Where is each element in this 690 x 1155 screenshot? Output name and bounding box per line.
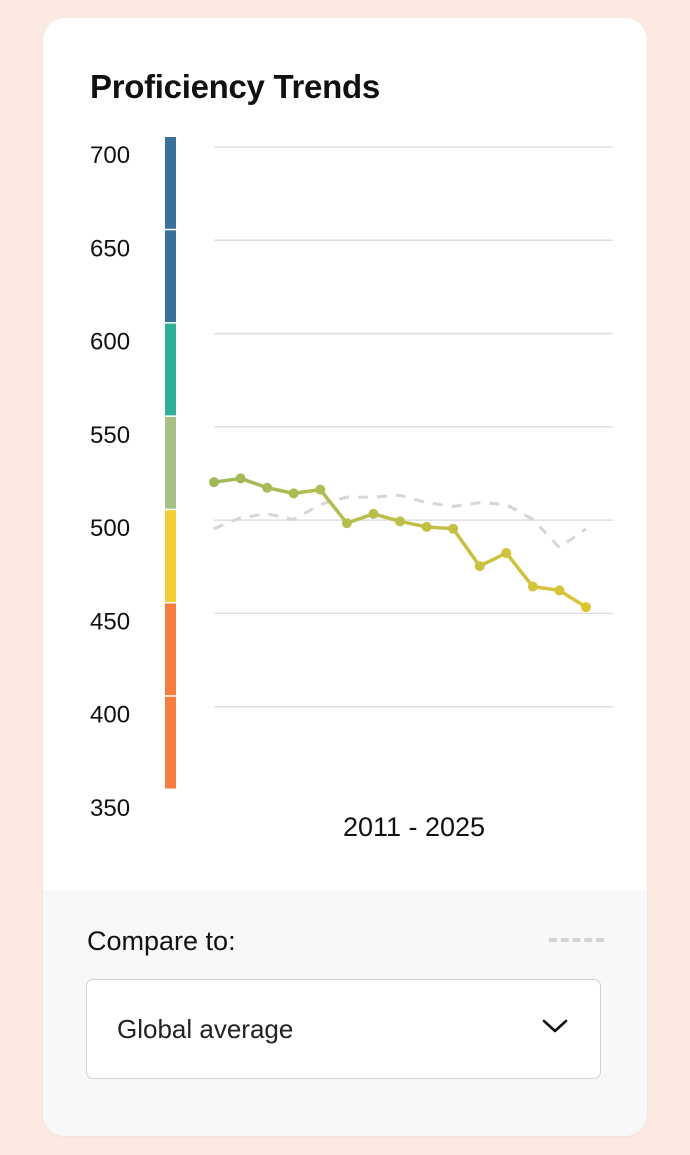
proficiency-card: Proficiency Trends 700 650 600 550 500 450 400… xyxy=(43,18,647,1136)
proficiency-band xyxy=(165,323,176,416)
score-data-point[interactable] xyxy=(341,518,352,529)
y-tick-label: 600 xyxy=(90,329,130,356)
proficiency-band xyxy=(165,416,176,509)
score-data-point[interactable] xyxy=(368,508,379,519)
score-data-point[interactable] xyxy=(209,477,219,488)
y-tick-label: 550 xyxy=(90,422,130,449)
y-tick-label: 350 xyxy=(90,795,130,822)
y-tick-label: 400 xyxy=(90,702,130,729)
x-axis-label: 2011 - 2025 xyxy=(343,812,485,842)
score-data-point[interactable] xyxy=(395,516,405,527)
trend-chart: 700 650 600 550 500 450 400 350 2011 - 2025 xyxy=(90,137,613,842)
proficiency-band xyxy=(165,696,176,789)
compare-dropdown-value: Global average xyxy=(117,1014,294,1044)
score-data-point[interactable] xyxy=(288,488,299,499)
compare-dropdown[interactable]: Global average xyxy=(86,979,601,1079)
score-data-point[interactable] xyxy=(501,548,512,559)
compare-panel: Compare to: Global average xyxy=(43,890,647,1136)
score-data-point[interactable] xyxy=(315,484,326,495)
y-tick-label: 500 xyxy=(90,515,130,542)
y-tick-label: 450 xyxy=(90,608,130,635)
score-data-point[interactable] xyxy=(421,521,432,532)
score-data-point[interactable] xyxy=(235,473,246,484)
proficiency-band xyxy=(165,510,176,602)
score-data-point[interactable] xyxy=(448,523,459,534)
comparison-legend-dash xyxy=(549,938,604,942)
score-data-point[interactable] xyxy=(262,482,273,493)
compare-label: Compare to: xyxy=(87,926,236,956)
chart-title: Proficiency Trends xyxy=(90,68,380,105)
proficiency-band xyxy=(165,230,176,323)
proficiency-band xyxy=(165,137,176,229)
score-data-point[interactable] xyxy=(581,602,591,613)
proficiency-band xyxy=(165,603,176,696)
chevron-down-icon xyxy=(542,1019,568,1033)
score-data-point[interactable] xyxy=(474,561,485,572)
score-data-point[interactable] xyxy=(554,585,565,596)
comparison-series-line xyxy=(213,493,587,549)
score-data-point[interactable] xyxy=(527,581,538,592)
y-tick-label: 650 xyxy=(90,235,130,262)
y-tick-label: 700 xyxy=(90,142,130,169)
